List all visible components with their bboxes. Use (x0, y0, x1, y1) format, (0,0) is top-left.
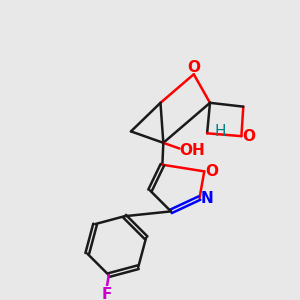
Text: O: O (242, 129, 256, 144)
Text: H: H (215, 124, 226, 139)
Text: O: O (187, 60, 200, 75)
Text: O: O (206, 164, 218, 179)
Text: N: N (201, 190, 214, 206)
Text: OH: OH (179, 143, 205, 158)
Text: F: F (102, 286, 112, 300)
